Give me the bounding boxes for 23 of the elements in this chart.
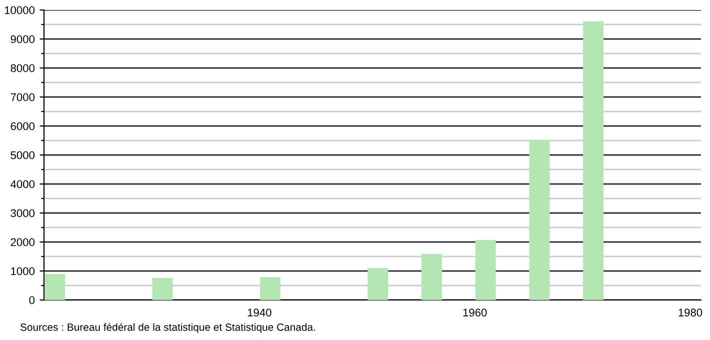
y-tick-label: 9000 [10,35,35,44]
source-note: Sources : Bureau fédéral de la statistique et Statistique Canada. [20,323,315,333]
x-tick-label: 1960 [463,308,487,316]
y-tick-label: 10000 [4,6,35,14]
y-tick-label: 1000 [11,267,35,276]
y-tick-label: 4000 [10,180,35,188]
bar [368,268,388,300]
y-tick-label: 6000 [10,122,35,130]
bar [44,274,65,300]
bar [583,21,604,300]
bar [475,240,496,300]
bar [529,140,550,300]
x-tick-label: 1980 [678,308,702,316]
bar [152,278,173,300]
y-tick-label: 8000 [10,64,35,72]
bar [422,254,442,300]
y-tick-label: 7000 [10,93,35,102]
x-tick-label: 1940 [248,308,272,316]
y-tick-label: 0 [29,296,35,304]
y-tick-label: 3000 [10,209,35,218]
bar [260,277,280,300]
y-tick-label: 2000 [10,238,35,246]
y-tick-label: 5000 [10,151,35,160]
